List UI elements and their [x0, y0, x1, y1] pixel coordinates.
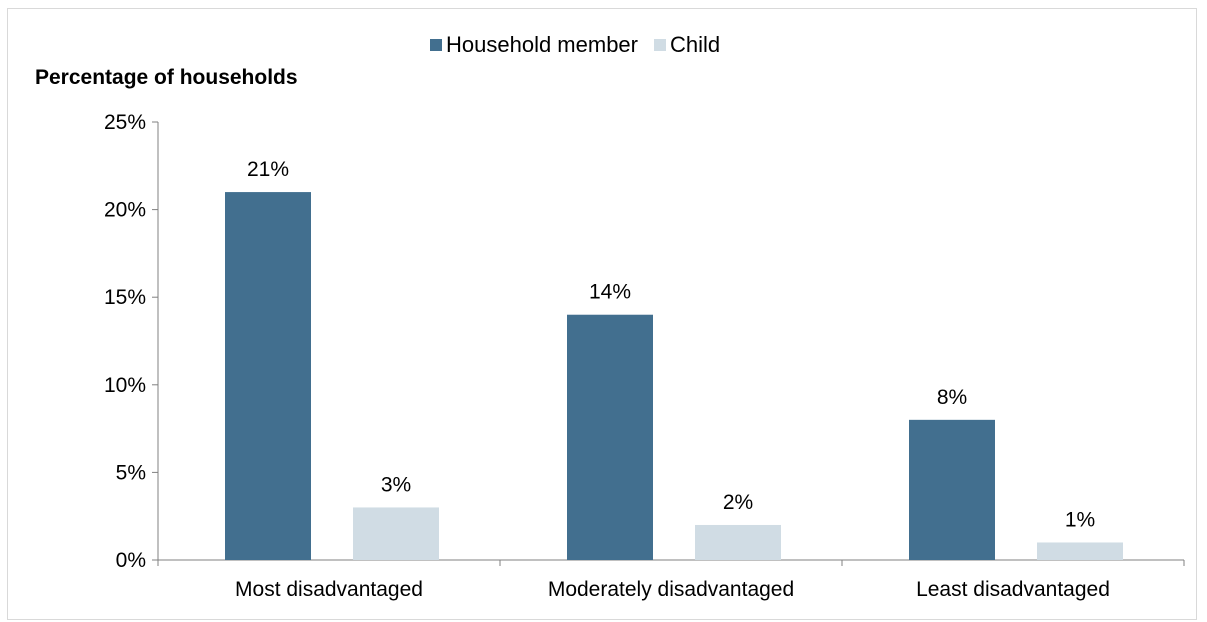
- legend-swatch-household-member: [430, 39, 442, 51]
- legend: Household member Child: [430, 32, 736, 58]
- bar-0-0: [225, 192, 311, 560]
- data-label: 21%: [247, 158, 289, 181]
- y-tick-label: 20%: [104, 199, 146, 222]
- bar-1-2: [1037, 542, 1123, 560]
- x-tick-label: Least disadvantaged: [916, 578, 1110, 601]
- bar-0-2: [909, 419, 995, 560]
- y-tick-label: 10%: [104, 374, 146, 397]
- bar-1-1: [695, 524, 781, 560]
- legend-swatch-child: [653, 39, 666, 51]
- legend-label-household-member: Household member: [446, 32, 638, 57]
- data-label: 8%: [937, 386, 967, 409]
- legend-item-household-member: Household member: [430, 32, 638, 58]
- bar-0-1: [567, 314, 653, 560]
- data-label: 1%: [1065, 508, 1095, 531]
- x-tick-label: Moderately disadvantaged: [548, 578, 794, 601]
- y-tick-label: 25%: [104, 111, 146, 134]
- legend-item-child: Child: [653, 32, 721, 58]
- data-label: 2%: [723, 491, 753, 514]
- y-axis-title: Percentage of households: [35, 66, 298, 89]
- bar-1-0: [353, 507, 439, 560]
- y-tick-label: 15%: [104, 286, 146, 309]
- data-label: 3%: [381, 473, 411, 496]
- x-tick-label: Most disadvantaged: [235, 578, 423, 601]
- data-label: 14%: [589, 281, 631, 304]
- y-tick-label: 5%: [116, 461, 146, 484]
- legend-label-child: Child: [669, 32, 721, 57]
- y-tick-label: 0%: [116, 549, 146, 572]
